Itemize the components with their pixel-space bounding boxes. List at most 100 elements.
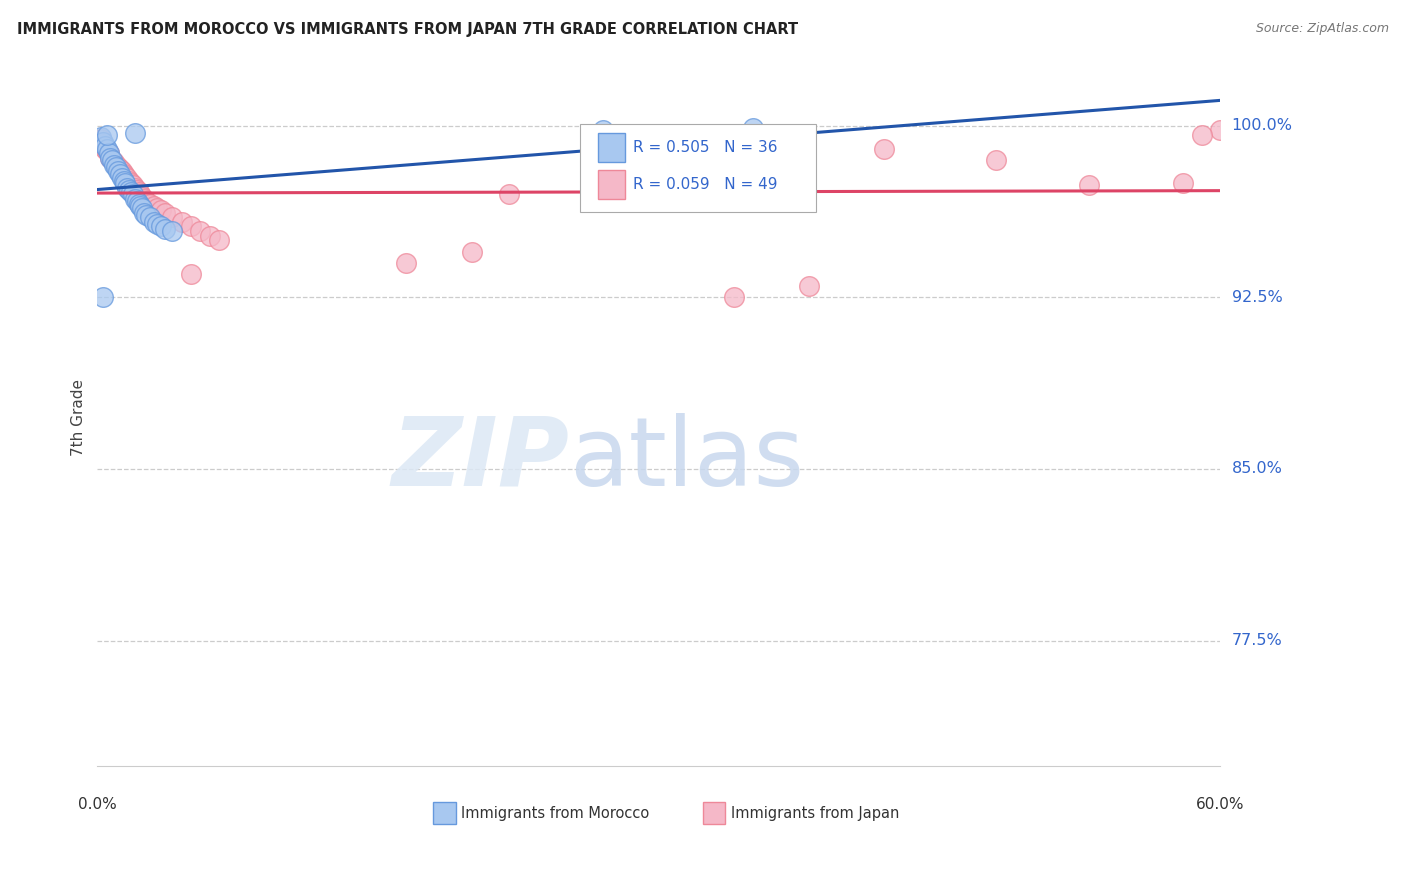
Point [100,151,122,165]
Point [146,201,169,215]
Point [94,142,117,156]
Point [94,139,117,153]
Point [592,123,614,137]
Point [198,228,221,243]
Point [135,208,157,222]
Point [107,164,129,178]
Text: 92.5%: 92.5% [1232,290,1282,305]
Point [142,215,165,229]
Point [1209,123,1232,137]
Point [128,185,150,199]
Point [797,279,820,293]
Point [461,244,484,259]
Point [114,176,136,190]
Point [108,167,131,181]
Point [124,180,146,194]
Point [134,205,156,219]
FancyBboxPatch shape [581,124,815,211]
Point [103,158,125,172]
Point [1171,176,1194,190]
Point [984,153,1007,167]
Point [117,180,139,194]
Point [146,217,169,231]
FancyBboxPatch shape [599,133,626,162]
Point [96,144,118,158]
Text: 0.0%: 0.0% [77,797,117,812]
Y-axis label: 7th Grade: 7th Grade [72,379,86,456]
Point [97,146,120,161]
Point [188,224,211,238]
Text: ZIP: ZIP [391,413,569,506]
Point [111,164,134,178]
Point [112,174,135,188]
Point [180,219,202,234]
Point [105,158,128,172]
Point [101,153,124,167]
Point [128,196,150,211]
Point [125,183,148,197]
Point [142,199,165,213]
Point [153,221,176,235]
Text: 100.0%: 100.0% [1232,119,1292,133]
Point [139,211,162,225]
Point [112,167,135,181]
Point [153,205,176,219]
Point [100,151,122,165]
Point [91,136,114,151]
Point [741,183,763,197]
Point [129,199,152,213]
Point [741,121,763,136]
Point [90,130,112,145]
Text: 60.0%: 60.0% [1197,797,1244,812]
Text: Source: ZipAtlas.com: Source: ZipAtlas.com [1256,22,1389,36]
Point [111,171,134,186]
Point [103,155,125,169]
Point [150,203,173,218]
Text: Immigrants from Morocco: Immigrants from Morocco [461,805,650,821]
Point [96,142,118,156]
Point [170,215,193,229]
Point [160,224,183,238]
Point [117,171,139,186]
Point [122,187,145,202]
Text: 85.0%: 85.0% [1232,461,1282,476]
Point [91,135,114,149]
Point [118,183,141,197]
Point [114,169,136,183]
Point [180,268,202,282]
Point [139,196,162,211]
Point [108,162,131,177]
Point [101,153,124,167]
Point [1191,128,1213,142]
Point [395,256,418,270]
Point [1078,178,1101,193]
Point [150,219,173,234]
Point [96,128,118,142]
FancyBboxPatch shape [433,802,456,824]
Text: R = 0.059   N = 49: R = 0.059 N = 49 [633,177,778,192]
Point [129,187,152,202]
Text: R = 0.505   N = 36: R = 0.505 N = 36 [633,140,778,155]
Point [120,185,142,199]
Text: Immigrants from Japan: Immigrants from Japan [731,805,900,821]
Point [124,126,146,140]
Point [107,160,129,174]
Point [131,201,153,215]
Point [131,189,153,203]
Point [135,194,157,209]
Point [872,142,894,156]
FancyBboxPatch shape [703,802,725,824]
Point [208,233,231,247]
Point [91,290,114,304]
Text: IMMIGRANTS FROM MOROCCO VS IMMIGRANTS FROM JAPAN 7TH GRADE CORRELATION CHART: IMMIGRANTS FROM MOROCCO VS IMMIGRANTS FR… [17,22,799,37]
Point [120,176,142,190]
Text: 77.5%: 77.5% [1232,633,1282,648]
Point [97,146,120,161]
Point [125,194,148,209]
Point [160,211,183,225]
Text: atlas: atlas [569,413,804,506]
Point [723,290,745,304]
FancyBboxPatch shape [599,169,626,199]
Point [105,160,128,174]
Point [134,192,156,206]
